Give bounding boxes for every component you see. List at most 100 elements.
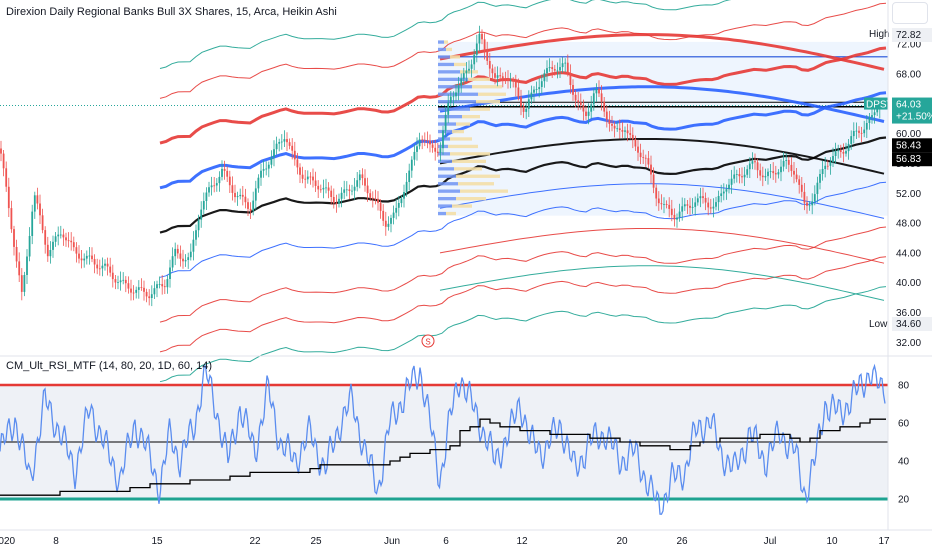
chart-settings-button[interactable] [892, 2, 928, 24]
candle-body [143, 287, 145, 292]
candle-body [293, 150, 296, 160]
candle-body [522, 106, 525, 112]
vwap2-band-2 [439, 138, 885, 175]
candle-body [0, 148, 2, 154]
vp-bar-blue-6 [438, 85, 472, 89]
vwap2-band-0 [439, 33, 885, 71]
candle-body [499, 75, 502, 77]
candle-body [291, 145, 294, 151]
candle-body [507, 79, 509, 81]
candle-body [429, 140, 431, 145]
candle-body [405, 181, 408, 192]
vwap-band-6 [159, 226, 887, 323]
candle-body [572, 85, 574, 95]
last-price-tag-text: 64.03 [896, 100, 921, 111]
price-tick: 72.00 [896, 40, 921, 51]
candle-body [57, 234, 60, 237]
candle-body [852, 131, 855, 137]
candle-body [374, 198, 377, 200]
candle-body [275, 143, 278, 150]
vp-bar-blue-20 [438, 189, 460, 193]
vwap2-band-3 [439, 183, 885, 219]
rsi-tick: 80 [898, 381, 910, 392]
candle-body [400, 198, 403, 204]
candle-body [777, 172, 780, 175]
rsi-axis: 80 60 40 20 [898, 381, 910, 506]
candle-body [195, 230, 197, 240]
candle-body [845, 151, 847, 154]
candle-body [109, 266, 112, 273]
candle-body [637, 146, 639, 153]
candle-body [223, 168, 226, 171]
candle-body [278, 142, 281, 144]
candle-body [366, 185, 369, 194]
vwap-band-0 [159, 0, 732, 69]
candle-body [283, 139, 286, 142]
candle-body [319, 189, 322, 191]
candle-body [533, 89, 535, 93]
candle-body [395, 207, 398, 213]
candle-body [691, 206, 694, 208]
candle-body [475, 43, 478, 55]
candle-body [566, 62, 569, 74]
vwap-value-tag-2: 56.83 [892, 152, 932, 167]
vp-bar-yellow-17 [454, 167, 482, 171]
candle-body [228, 176, 231, 186]
candle-body [761, 175, 764, 178]
candle-body [603, 101, 606, 112]
candle-body [44, 230, 47, 245]
candle-body [49, 250, 52, 257]
low-value-tag-text: 34.60 [896, 319, 921, 330]
candle-body [122, 279, 125, 281]
candle-body [551, 67, 554, 69]
candle-body [868, 117, 871, 123]
candle-body [621, 130, 624, 132]
candle-body [361, 174, 364, 179]
candle-body [715, 202, 717, 207]
candle-body [839, 150, 842, 152]
vwap-band-7 [159, 256, 887, 353]
candle-body [730, 178, 733, 185]
candle-body [88, 255, 91, 257]
vp-bar-yellow-18 [456, 174, 500, 178]
candle-body [215, 183, 218, 186]
candle-body [582, 105, 585, 112]
time-tick-6: 6 [443, 536, 449, 547]
candle-body [678, 211, 681, 218]
candle-body [7, 186, 10, 209]
candle-body [413, 151, 416, 160]
candle-body [600, 93, 603, 102]
candle-body [538, 87, 541, 90]
candle-body [26, 256, 28, 275]
candle-body [449, 96, 452, 103]
candle-body [652, 174, 655, 188]
session-marker[interactable]: S [421, 334, 435, 348]
vwap-value-tag-2-bg [892, 152, 932, 167]
vp-bar-blue-7 [438, 92, 478, 96]
candle-body [743, 174, 746, 178]
ticker-tag-bg [864, 97, 888, 110]
candle-body [709, 207, 712, 209]
high-value-tag-text: 72.82 [896, 30, 921, 41]
vp-bar-blue-0 [438, 40, 444, 44]
candle-body [182, 258, 184, 262]
candle-body [249, 208, 252, 211]
vp-bar-blue-2 [438, 55, 450, 59]
time-tick-17: 17 [878, 536, 890, 547]
high-value-tag-bg [892, 28, 932, 42]
candle-body [299, 167, 301, 175]
candle-body [431, 144, 434, 148]
candle-body [423, 140, 426, 142]
candle-body [769, 171, 772, 172]
vp-bar-blue-8 [438, 100, 476, 104]
candle-body [871, 115, 873, 118]
candle-body [322, 187, 325, 190]
candle-body [213, 185, 216, 187]
candle-body [605, 111, 608, 120]
rsi-tick: 40 [898, 457, 910, 468]
low-label: Low [869, 319, 888, 330]
candle-body [873, 112, 876, 116]
candle-body [733, 174, 736, 179]
vwap-bands [159, 0, 887, 383]
candle-body [325, 187, 327, 189]
